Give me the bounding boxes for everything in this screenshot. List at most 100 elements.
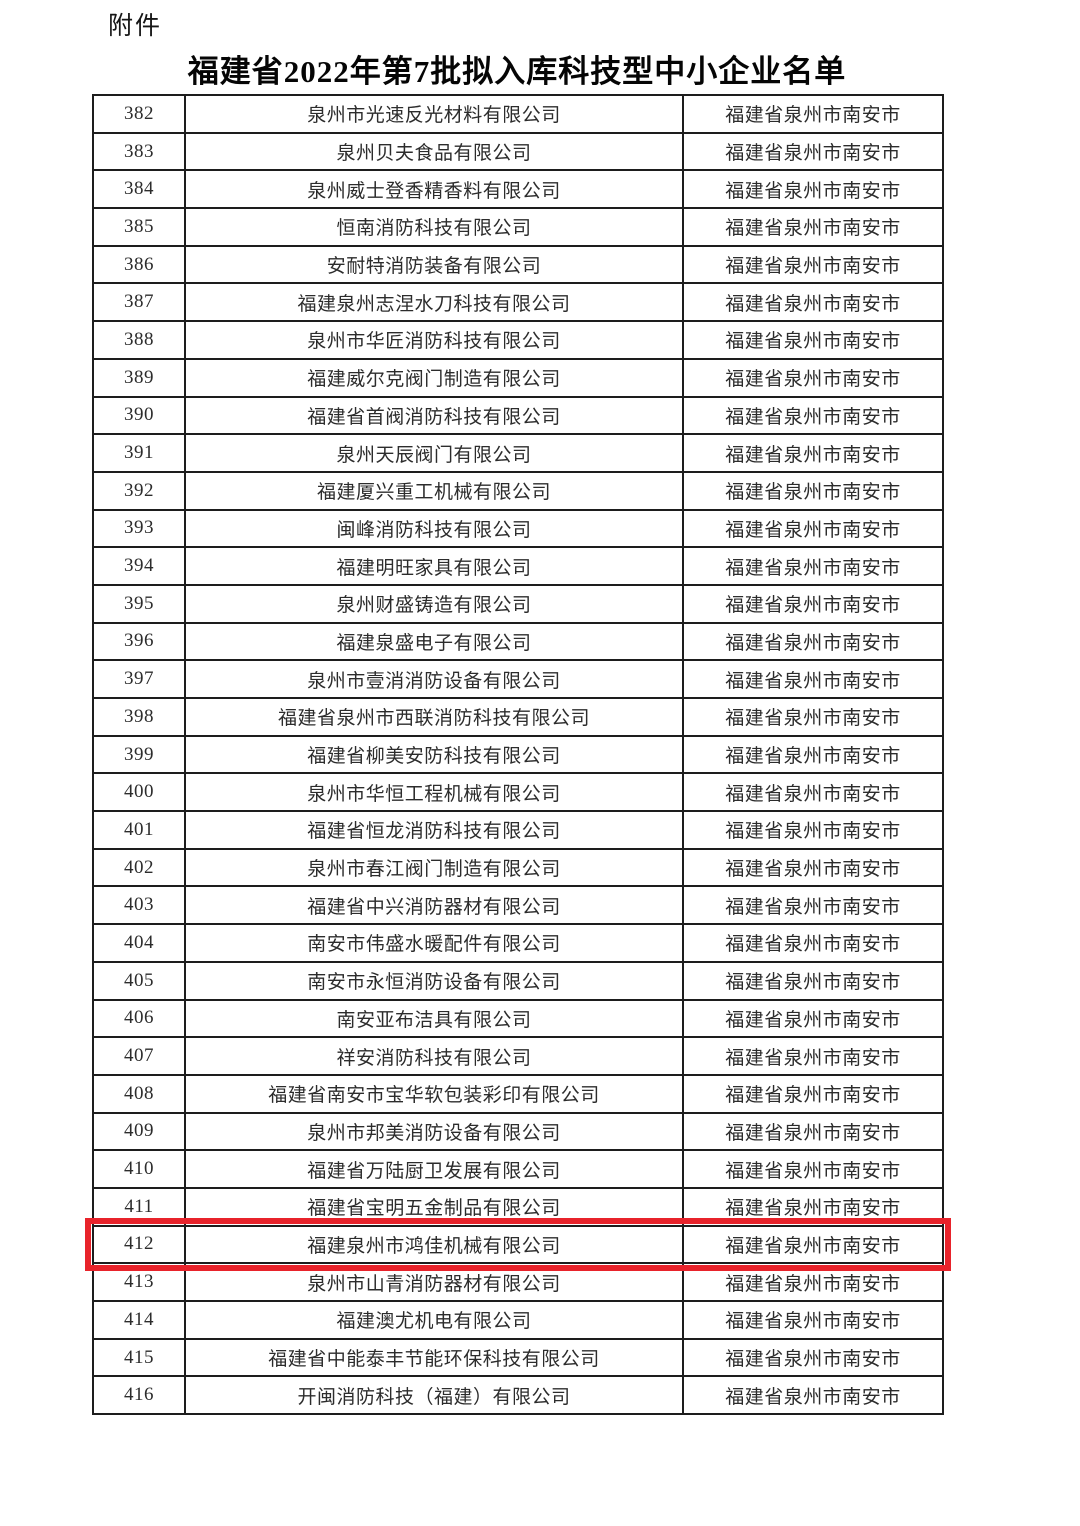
cell-row-number: 394 bbox=[92, 546, 186, 586]
cell-location: 福建省泉州市南安市 bbox=[682, 1111, 944, 1152]
table-row: 413 泉州市山青消防器材有限公司 福建省泉州市南安市 bbox=[92, 1262, 944, 1302]
cell-location: 福建省泉州市南安市 bbox=[682, 659, 944, 699]
table-row-highlighted: 412 福建泉州市鸿佳机械有限公司 福建省泉州市南安市 bbox=[85, 1217, 951, 1272]
cell-location: 福建省泉州市南安市 bbox=[682, 697, 944, 737]
table-row: 388 泉州市华匠消防科技有限公司 福建省泉州市南安市 bbox=[92, 320, 944, 360]
cell-company-name: 南安亚布洁具有限公司 bbox=[184, 998, 684, 1039]
table-row: 383 泉州贝夫食品有限公司 福建省泉州市南安市 bbox=[92, 131, 944, 172]
cell-company-name: 福建泉盛电子有限公司 bbox=[184, 621, 684, 662]
table-row: 389 福建威尔克阀门制造有限公司 福建省泉州市南安市 bbox=[92, 357, 944, 398]
table-row: 403 福建省中兴消防器材有限公司 福建省泉州市南安市 bbox=[92, 885, 944, 926]
cell-row-number: 401 bbox=[92, 810, 186, 850]
cell-row-number: 415 bbox=[92, 1337, 186, 1378]
cell-location: 福建省泉州市南安市 bbox=[682, 1073, 944, 1114]
cell-company-name: 福建省万陆厨卫发展有限公司 bbox=[184, 1149, 684, 1189]
table-row: 382 泉州市光速反光材料有限公司 福建省泉州市南安市 bbox=[92, 94, 944, 134]
cell-row-number: 410 bbox=[92, 1149, 186, 1189]
table-row: 390 福建省首阀消防科技有限公司 福建省泉州市南安市 bbox=[92, 395, 944, 436]
cell-row-number: 397 bbox=[92, 659, 186, 699]
table-row: 410 福建省万陆厨卫发展有限公司 福建省泉州市南安市 bbox=[92, 1149, 944, 1189]
cell-company-name: 泉州市华匠消防科技有限公司 bbox=[184, 320, 684, 360]
cell-company-name: 福建省柳美安防科技有限公司 bbox=[184, 734, 684, 775]
table-row: 401 福建省恒龙消防科技有限公司 福建省泉州市南安市 bbox=[92, 810, 944, 850]
cell-company-name: 泉州市春江阀门制造有限公司 bbox=[184, 847, 684, 888]
cell-location: 福建省泉州市南安市 bbox=[682, 810, 944, 850]
cell-row-number: 390 bbox=[92, 395, 186, 436]
cell-company-name: 福建厦兴重工机械有限公司 bbox=[184, 470, 684, 511]
cell-company-name: 福建澳尤机电有限公司 bbox=[184, 1300, 684, 1340]
cell-location: 福建省泉州市南安市 bbox=[682, 244, 944, 285]
cell-location: 福建省泉州市南安市 bbox=[682, 320, 944, 360]
table-row: 395 泉州财盛铸造有限公司 福建省泉州市南安市 bbox=[92, 583, 944, 624]
cell-row-number: 382 bbox=[92, 94, 186, 134]
cell-row-number: 399 bbox=[92, 734, 186, 775]
cell-row-number: 388 bbox=[92, 320, 186, 360]
cell-row-number: 398 bbox=[92, 697, 186, 737]
cell-location: 福建省泉州市南安市 bbox=[682, 207, 944, 247]
cell-row-number: 416 bbox=[92, 1375, 186, 1416]
cell-location: 福建省泉州市南安市 bbox=[682, 131, 944, 172]
cell-company-name: 泉州市华恒工程机械有限公司 bbox=[184, 772, 684, 813]
cell-location: 福建省泉州市南安市 bbox=[682, 94, 944, 134]
cell-location: 福建省泉州市南安市 bbox=[682, 847, 944, 888]
table-row: 391 泉州天辰阀门有限公司 福建省泉州市南安市 bbox=[92, 433, 944, 473]
page-title: 福建省2022年第7批拟入库科技型中小企业名单 bbox=[187, 54, 847, 89]
cell-row-number: 406 bbox=[92, 998, 186, 1039]
cell-location: 福建省泉州市南安市 bbox=[682, 1224, 944, 1265]
cell-location: 福建省泉州市南安市 bbox=[682, 960, 944, 1001]
cell-row-number: 384 bbox=[92, 169, 186, 210]
table-row: 397 泉州市壹消消防设备有限公司 福建省泉州市南安市 bbox=[92, 659, 944, 699]
cell-location: 福建省泉州市南安市 bbox=[682, 923, 944, 963]
table-row: 405 南安市永恒消防设备有限公司 福建省泉州市南安市 bbox=[92, 960, 944, 1001]
cell-row-number: 409 bbox=[92, 1111, 186, 1152]
cell-row-number: 393 bbox=[92, 508, 186, 549]
cell-row-number: 389 bbox=[92, 357, 186, 398]
cell-location: 福建省泉州市南安市 bbox=[682, 583, 944, 624]
cell-location: 福建省泉州市南安市 bbox=[682, 433, 944, 473]
cell-location: 福建省泉州市南安市 bbox=[682, 282, 944, 323]
table-row: 386 安耐特消防装备有限公司 福建省泉州市南安市 bbox=[92, 244, 944, 285]
cell-row-number: 395 bbox=[92, 583, 186, 624]
cell-row-number: 412 bbox=[92, 1224, 186, 1265]
cell-location: 福建省泉州市南安市 bbox=[682, 357, 944, 398]
table-row: 385 恒南消防科技有限公司 福建省泉州市南安市 bbox=[92, 207, 944, 247]
table-row: 408 福建省南安市宝华软包装彩印有限公司 福建省泉州市南安市 bbox=[92, 1073, 944, 1114]
cell-company-name: 恒南消防科技有限公司 bbox=[184, 207, 684, 247]
table-row: 415 福建省中能泰丰节能环保科技有限公司 福建省泉州市南安市 bbox=[92, 1337, 944, 1378]
cell-company-name: 福建省泉州市西联消防科技有限公司 bbox=[184, 697, 684, 737]
cell-row-number: 383 bbox=[92, 131, 186, 172]
table-row: 402 泉州市春江阀门制造有限公司 福建省泉州市南安市 bbox=[92, 847, 944, 888]
cell-company-name: 福建省首阀消防科技有限公司 bbox=[184, 395, 684, 436]
cell-location: 福建省泉州市南安市 bbox=[682, 621, 944, 662]
cell-row-number: 385 bbox=[92, 207, 186, 247]
cell-company-name: 福建省宝明五金制品有限公司 bbox=[184, 1186, 684, 1227]
cell-location: 福建省泉州市南安市 bbox=[682, 395, 944, 436]
cell-location: 福建省泉州市南安市 bbox=[682, 546, 944, 586]
cell-location: 福建省泉州市南安市 bbox=[682, 772, 944, 813]
cell-row-number: 411 bbox=[92, 1186, 186, 1227]
table-row: 400 泉州市华恒工程机械有限公司 福建省泉州市南安市 bbox=[92, 772, 944, 813]
cell-location: 福建省泉州市南安市 bbox=[682, 1375, 944, 1416]
table-row: 407 祥安消防科技有限公司 福建省泉州市南安市 bbox=[92, 1036, 944, 1076]
cell-company-name: 泉州威士登香精香料有限公司 bbox=[184, 169, 684, 210]
cell-row-number: 396 bbox=[92, 621, 186, 662]
cell-company-name: 福建明旺家具有限公司 bbox=[184, 546, 684, 586]
table-row: 416 开闽消防科技（福建）有限公司 福建省泉州市南安市 bbox=[92, 1375, 944, 1416]
cell-company-name: 南安市永恒消防设备有限公司 bbox=[184, 960, 684, 1001]
cell-location: 福建省泉州市南安市 bbox=[682, 1300, 944, 1340]
cell-company-name: 泉州天辰阀门有限公司 bbox=[184, 433, 684, 473]
cell-location: 福建省泉州市南安市 bbox=[682, 508, 944, 549]
cell-company-name: 福建省恒龙消防科技有限公司 bbox=[184, 810, 684, 850]
cell-location: 福建省泉州市南安市 bbox=[682, 1337, 944, 1378]
cell-company-name: 泉州市壹消消防设备有限公司 bbox=[184, 659, 684, 699]
cell-row-number: 392 bbox=[92, 470, 186, 511]
table-row: 398 福建省泉州市西联消防科技有限公司 福建省泉州市南安市 bbox=[92, 697, 944, 737]
cell-location: 福建省泉州市南安市 bbox=[682, 1036, 944, 1076]
cell-row-number: 386 bbox=[92, 244, 186, 285]
cell-location: 福建省泉州市南安市 bbox=[682, 1262, 944, 1302]
cell-row-number: 387 bbox=[92, 282, 186, 323]
cell-location: 福建省泉州市南安市 bbox=[682, 885, 944, 926]
cell-row-number: 413 bbox=[92, 1262, 186, 1302]
company-table: 382 泉州市光速反光材料有限公司 福建省泉州市南安市 383 泉州贝夫食品有限公司 福建… bbox=[85, 94, 951, 1416]
cell-company-name: 安耐特消防装备有限公司 bbox=[184, 244, 684, 285]
